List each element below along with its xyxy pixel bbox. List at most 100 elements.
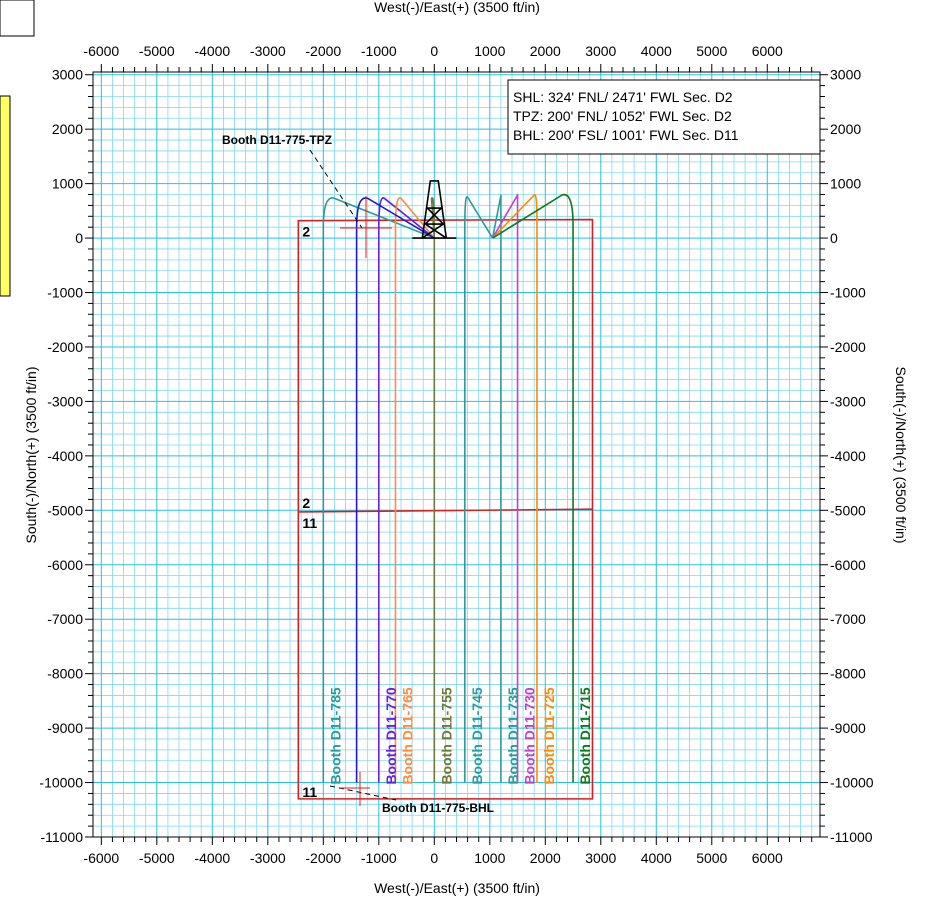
x-tick-label-bottom: 6000 [752,850,783,866]
axis-major-ticks [85,64,828,845]
axis-tick-labels: -6000 -5000 -4000 -3000 -2000 -1000 0 1000 2000 3… [39,43,873,866]
x-tick-label-top: -5000 [139,43,175,59]
legend-tab [0,95,11,297]
y-tick-label-right: 0 [830,230,838,246]
well-path [430,197,436,783]
well-label: Booth D11-715 [577,687,593,784]
x-tick-label-top: 3000 [585,43,616,59]
y-tick-label-right: -5000 [830,502,866,518]
section-label: 11 [302,784,317,800]
well-label: Booth D11-725 [541,687,557,784]
well-path [491,194,502,783]
y-tick-label-right: -1000 [830,285,866,301]
info-box-line-bhl: BHL: 200' FSL/ 1001' FWL Sec. D11 [513,127,739,143]
well-labels: Booth D11-785 Booth D11-770 Booth D11-765 B… [327,687,593,784]
rig-icon [412,180,457,239]
x-tick-label-bottom: 0 [430,850,438,866]
x-tick-label-top: -3000 [250,43,286,59]
x-tick-label-bottom: -2000 [305,850,341,866]
y-tick-label-right: 1000 [830,176,861,192]
x-tick-label-top: 0 [430,43,438,59]
well-path [492,193,574,783]
y-tick-label-right: -3000 [830,393,866,409]
x-tick-label-top: 4000 [641,43,672,59]
x-tick-label-bottom: 1000 [474,850,505,866]
section-label: 11 [302,515,317,531]
y-tick-label-left: 2000 [52,121,83,137]
tpz-label: Booth D11-775-TPZ [222,133,332,147]
x-tick-label-top: -4000 [194,43,230,59]
x-tick-label-bottom: -4000 [194,850,230,866]
well-path [394,197,435,783]
well-label: Booth D11-785 [327,687,343,784]
y-tick-label-left: -7000 [47,611,83,627]
y-tick-label-left: -11000 [40,829,83,845]
x-tick-label-bottom: -6000 [83,850,119,866]
y-tick-label-right: -6000 [830,557,866,573]
y-tick-label-right: -10000 [830,775,874,791]
section-label: 2 [302,495,310,511]
y-tick-label-right: 2000 [830,121,861,137]
y-tick-label-left: -8000 [47,666,83,682]
y-tick-label-right: -7000 [830,611,866,627]
y-tick-label-right: -2000 [830,339,866,355]
y-tick-label-right: -9000 [830,720,866,736]
grid-minor [93,72,820,837]
y-tick-label-left: -1000 [47,285,83,301]
y-tick-label-left: -5000 [47,502,83,518]
x-tick-label-bottom: -1000 [361,850,397,866]
tpz-leader [309,149,363,229]
y-tick-label-left: -10000 [39,775,83,791]
y-tick-label-left: -9000 [47,720,83,736]
y-tick-label-left: -4000 [47,448,83,464]
corner-box [0,0,35,37]
well-path [322,197,435,783]
y-tick-label-right: -4000 [830,448,866,464]
section-label: 2 [302,224,310,240]
x-tick-label-top: 1000 [474,43,505,59]
well-path [491,193,519,783]
y-tick-label-right: -11000 [830,829,873,845]
y-tick-label-left: -3000 [47,393,83,409]
x-tick-label-top: 6000 [752,43,783,59]
y-tick-label-left: 3000 [52,67,83,83]
x-tick-label-bottom: 2000 [530,850,561,866]
x-tick-label-bottom: -5000 [139,850,175,866]
well-label: Booth D11-770 [383,687,399,784]
axis-minor-ticks [88,67,825,842]
y-tick-label-right: -8000 [830,666,866,682]
y-tick-label-right: 3000 [830,67,861,83]
x-tick-label-top: -6000 [83,43,119,59]
well-path [491,193,538,783]
y-axis-title-right: South(-)/North(+) (3500 ft/in) [893,366,909,543]
bhl-label: Booth D11-775-BHL [382,801,494,815]
y-tick-label-left: -6000 [47,557,83,573]
x-tick-label-bottom: 4000 [641,850,672,866]
annotations: Booth D11-775-TPZ Booth D11-775-BHL [222,133,494,815]
x-tick-label-top: 2000 [530,43,561,59]
grid-major [93,72,820,837]
x-tick-label-bottom: 3000 [585,850,616,866]
info-box-line-shl: SHL: 324' FNL/ 2471' FWL Sec. D2 [513,89,733,105]
x-axis-title-top: West(-)/East(+) (3500 ft/in) [374,0,540,15]
x-tick-label-top: -1000 [361,43,397,59]
well-path [464,196,494,783]
well-label: Booth D11-735 [505,687,521,784]
well-label: Booth D11-765 [399,687,415,784]
y-axis-title-left: South(-)/North(+) (3500 ft/in) [23,366,39,543]
x-tick-label-bottom: 5000 [696,850,727,866]
well-label: Booth D11-730 [522,687,538,784]
section-divider [298,508,593,513]
x-tick-label-top: 5000 [696,43,727,59]
y-tick-label-left: -2000 [47,339,83,355]
well-label: Booth D11-755 [438,687,454,784]
x-axis-title-bottom: West(-)/East(+) (3500 ft/in) [374,880,540,896]
info-box-line-tpz: TPZ: 200' FNL/ 1052' FWL Sec. D2 [513,108,732,124]
lease-outline: 2 2 11 11 [297,218,594,800]
x-tick-label-bottom: -3000 [250,850,286,866]
lease-boundary [297,218,594,800]
y-tick-label-left: 0 [75,230,83,246]
y-tick-label-left: 1000 [52,176,83,192]
x-tick-label-top: -2000 [305,43,341,59]
